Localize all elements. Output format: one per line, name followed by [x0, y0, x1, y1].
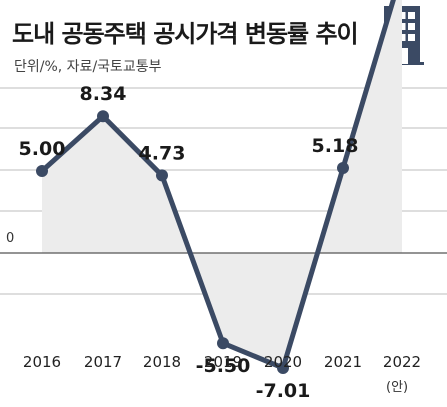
area-fill: [42, 0, 402, 368]
x-sub-label: (안): [386, 380, 409, 395]
data-label-2020: -7.01: [256, 380, 311, 402]
x-tick-2018: 2018: [143, 353, 181, 371]
x-tick-2022: 2022: [383, 353, 421, 371]
data-point-2020: [277, 361, 289, 374]
x-tick-2016: 2016: [23, 353, 61, 371]
zero-axis-label: 0: [6, 231, 15, 246]
data-point-2018: [156, 169, 168, 182]
data-point-2021: [337, 162, 349, 175]
data-label-2016: 5.00: [19, 138, 66, 160]
x-tick-2020: 2020: [264, 353, 302, 371]
x-tick-2019: 2019: [204, 353, 242, 371]
x-tick-2017: 2017: [84, 353, 122, 371]
x-tick-2021: 2021: [324, 353, 362, 371]
data-label-2021: 5.18: [312, 135, 359, 157]
data-label-2019: -5.50: [196, 355, 251, 377]
data-point-2019: [217, 337, 229, 350]
data-point-2017: [97, 110, 109, 123]
data-point-2016: [36, 165, 48, 177]
page-title: 도내 공동주택 공시가격 변동률 추이: [12, 20, 359, 48]
data-label-2018: 4.73: [139, 142, 186, 164]
data-label-2017: 8.34: [80, 83, 127, 105]
chart-subtitle: 단위/%, 자료/국토교통부: [14, 59, 162, 75]
